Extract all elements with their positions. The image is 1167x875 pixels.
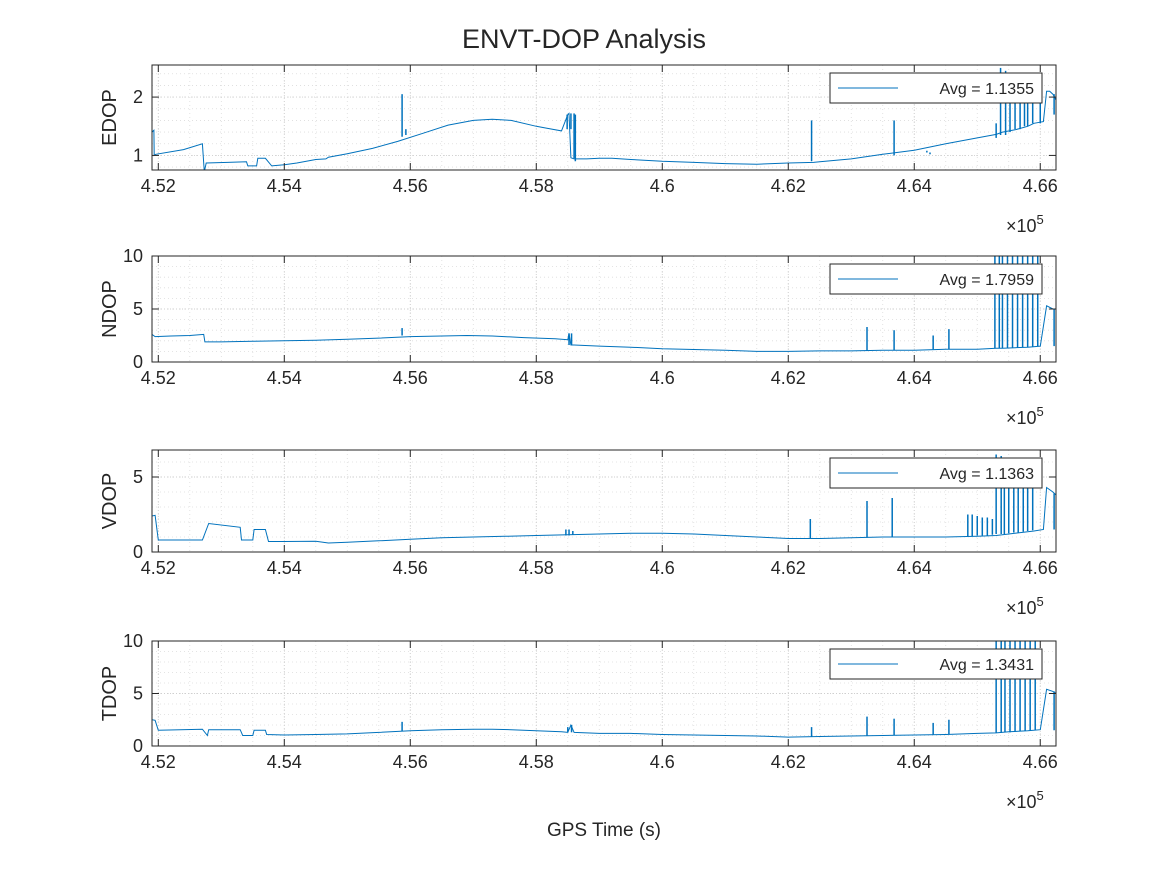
y-tick-label: 0 <box>133 352 143 372</box>
subplot-edop: 4.52 4.54 4.56 4.58 4.6 4.62 4.64 4.66 1 2 EDOP ×10… <box>99 64 1058 236</box>
legend: Avg = 1.1355 <box>829 72 1043 104</box>
legend-entry: Avg = 1.3431 <box>940 657 1035 674</box>
x-tick-label: 4.54 <box>267 752 302 772</box>
y-tick-label: 5 <box>133 467 143 487</box>
x-tick-label: 4.66 <box>1023 368 1058 388</box>
exponent-power: 5 <box>1037 404 1044 419</box>
x-tick-label: 4.52 <box>141 558 176 578</box>
y-tick-label: 2 <box>133 87 143 107</box>
x-tick-label: 4.66 <box>1023 558 1058 578</box>
figure-title: ENVT-DOP Analysis <box>462 24 706 54</box>
x-tick-label: 4.6 <box>650 176 675 196</box>
x-tick-label: 4.6 <box>650 558 675 578</box>
x-tick-label: 4.58 <box>519 368 554 388</box>
x-tick-label: 4.6 <box>650 368 675 388</box>
x-axis-label: GPS Time (s) <box>547 820 661 841</box>
x-exponent-label: ×105 <box>1006 212 1044 236</box>
y-tick-label: 1 <box>133 145 143 165</box>
tick-marks <box>152 450 1056 553</box>
y-tick-label: 10 <box>123 246 143 266</box>
y-tick-label: 0 <box>133 542 143 562</box>
x-tick-label: 4.64 <box>897 368 932 388</box>
y-tick-label: 0 <box>133 736 143 756</box>
exponent-power: 5 <box>1037 212 1044 227</box>
legend-entry: Avg = 1.7959 <box>940 272 1035 289</box>
axes-box <box>151 64 1057 171</box>
legend: Avg = 1.7959 <box>829 263 1043 295</box>
legend-box <box>829 263 1043 295</box>
y-axis-label: NDOP <box>99 280 121 338</box>
x-tick-label: 4.54 <box>267 368 302 388</box>
legend-entry: Avg = 1.1363 <box>940 466 1035 483</box>
subplots: 4.52 4.54 4.56 4.58 4.6 4.62 4.64 4.66 1 2 EDOP ×10… <box>99 64 1058 812</box>
exponent-power: 5 <box>1037 788 1044 803</box>
exponent-power: 5 <box>1037 594 1044 609</box>
legend: Avg = 1.1363 <box>829 457 1043 489</box>
exponent-base: ×10 <box>1006 598 1037 618</box>
axes-box <box>151 449 1057 553</box>
x-tick-label: 4.52 <box>141 176 176 196</box>
x-tick-label: 4.56 <box>393 176 428 196</box>
x-tick-label: 4.62 <box>771 368 806 388</box>
dop-series-line <box>152 90 1056 170</box>
tick-marks <box>152 65 1056 170</box>
x-exponent-label: ×105 <box>1006 594 1044 618</box>
x-tick-label: 4.54 <box>267 558 302 578</box>
x-tick-label: 4.52 <box>141 368 176 388</box>
x-tick-label: 4.64 <box>897 558 932 578</box>
x-tick-label: 4.6 <box>650 752 675 772</box>
x-tick-label: 4.56 <box>393 752 428 772</box>
exponent-base: ×10 <box>1006 408 1037 428</box>
x-tick-label: 4.64 <box>897 176 932 196</box>
dop-series-line <box>152 305 1056 352</box>
x-tick-label: 4.52 <box>141 752 176 772</box>
x-tick-label: 4.62 <box>771 752 806 772</box>
exponent-base: ×10 <box>1006 792 1037 812</box>
y-axis-label: VDOP <box>99 473 121 530</box>
subplot-vdop: 4.52 4.54 4.56 4.58 4.6 4.62 4.64 4.66 0 5 VDOP ×10… <box>99 449 1058 618</box>
x-tick-label: 4.58 <box>519 752 554 772</box>
tick-marks <box>152 640 1056 747</box>
x-tick-label: 4.58 <box>519 176 554 196</box>
minor-grid <box>152 65 1056 170</box>
y-tick-label: 5 <box>133 684 143 704</box>
x-tick-label: 4.54 <box>267 176 302 196</box>
x-tick-label: 4.58 <box>519 558 554 578</box>
y-tick-label: 10 <box>123 631 143 651</box>
x-tick-label: 4.56 <box>393 368 428 388</box>
x-tick-label: 4.64 <box>897 752 932 772</box>
y-tick-label: 5 <box>133 299 143 319</box>
exponent-base: ×10 <box>1006 216 1037 236</box>
x-tick-label: 4.66 <box>1023 176 1058 196</box>
legend: Avg = 1.3431 <box>829 648 1043 680</box>
y-axis-label: TDOP <box>99 666 121 722</box>
dop-series-line <box>152 688 1056 738</box>
x-tick-label: 4.66 <box>1023 752 1058 772</box>
tick-marks <box>152 255 1056 363</box>
dop-series-line <box>152 486 1056 544</box>
x-exponent-label: ×105 <box>1006 788 1044 812</box>
x-exponent-label: ×105 <box>1006 404 1044 428</box>
x-tick-label: 4.62 <box>771 176 806 196</box>
x-tick-label: 4.62 <box>771 558 806 578</box>
x-tick-label: 4.56 <box>393 558 428 578</box>
legend-entry: Avg = 1.1355 <box>940 81 1035 98</box>
y-axis-label: EDOP <box>99 89 121 146</box>
